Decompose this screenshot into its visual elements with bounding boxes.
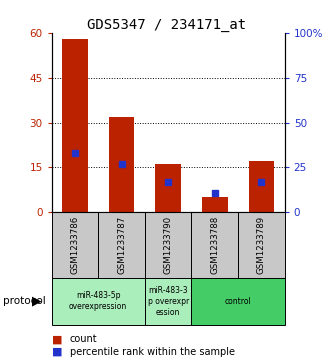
Text: GDS5347 / 234171_at: GDS5347 / 234171_at [87,18,246,32]
Text: GSM1233788: GSM1233788 [210,216,219,274]
Bar [145,212,191,278]
Bar [248,162,274,212]
Bar [191,278,285,325]
Text: count: count [70,334,98,344]
Bar [155,164,181,212]
Bar [202,197,228,212]
Bar [98,212,145,278]
Text: percentile rank within the sample: percentile rank within the sample [70,347,235,357]
Text: ▶: ▶ [32,295,41,308]
Bar [62,39,88,212]
Text: miR-483-3
p overexpr
ession: miR-483-3 p overexpr ession [148,286,189,317]
Text: GSM1233787: GSM1233787 [117,216,126,274]
Bar [145,278,191,325]
Text: control: control [225,297,251,306]
Text: protocol: protocol [3,296,46,306]
Text: GSM1233790: GSM1233790 [164,216,173,274]
Text: GSM1233786: GSM1233786 [70,216,80,274]
Text: ■: ■ [52,334,66,344]
Bar [109,117,134,212]
Text: GSM1233789: GSM1233789 [257,216,266,274]
Text: miR-483-5p
overexpression: miR-483-5p overexpression [69,291,127,311]
Bar [52,212,98,278]
Bar [191,212,238,278]
Bar [52,278,145,325]
Text: ■: ■ [52,347,66,357]
Bar [238,212,285,278]
